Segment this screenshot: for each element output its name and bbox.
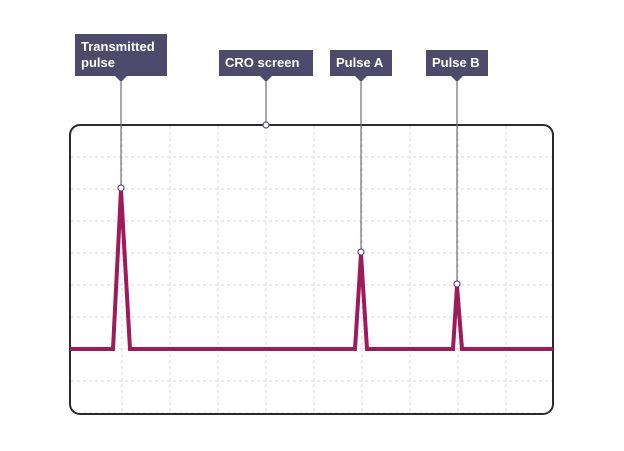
pulse-a-label: Pulse A [330, 50, 392, 82]
pulse-a-marker [357, 248, 365, 256]
pulse-b-label: Pulse B [426, 50, 488, 82]
cro-screen-label: CRO screen [219, 50, 313, 82]
pointer-lines [120, 82, 458, 281]
cro-screen-marker [262, 121, 270, 129]
cro-screen-frame [69, 124, 554, 415]
transmitted-pulse-marker [117, 184, 125, 192]
transmitted-pulse-label: Transmitted pulse [75, 34, 167, 82]
screen-grid [71, 126, 552, 414]
trace-line [70, 189, 553, 351]
pulse-b-marker [453, 280, 461, 288]
